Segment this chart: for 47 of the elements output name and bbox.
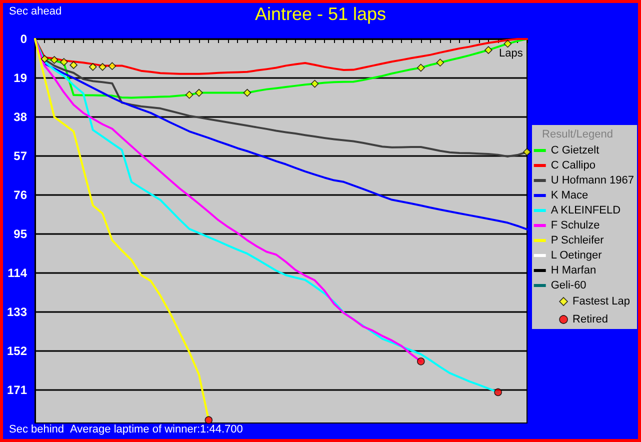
legend-label: H Marfan <box>550 264 596 276</box>
point <box>98 63 106 71</box>
y-tick-label: 38 <box>14 110 28 124</box>
legend-label: K Mace <box>550 190 588 202</box>
point <box>416 64 425 72</box>
point <box>60 58 68 66</box>
point <box>108 62 116 70</box>
legend-label: F Schulze <box>550 220 600 232</box>
point <box>70 61 78 69</box>
point <box>243 88 252 97</box>
point <box>416 357 425 366</box>
legend-label: Fastest Lap <box>572 296 630 308</box>
point <box>88 63 97 71</box>
point <box>40 55 49 63</box>
y-tick-label: 0 <box>20 32 28 46</box>
legend-label: C Gietzelt <box>550 144 600 156</box>
point <box>484 46 492 54</box>
point <box>523 148 531 156</box>
text: Sec behind <box>9 424 64 436</box>
point <box>204 416 213 424</box>
point <box>504 40 512 48</box>
legend-label: A KLEINFELD <box>550 204 621 216</box>
y-tick-label: 95 <box>14 227 28 242</box>
y-axis-title: Sec ahead <box>9 6 62 18</box>
y-tick-label: 19 <box>14 71 28 86</box>
legend-label: Retired <box>572 314 608 326</box>
legend-label: P Schleifer <box>550 234 604 246</box>
y-tick-label: 114 <box>8 266 28 280</box>
y-tick-label: 152 <box>6 344 28 358</box>
point <box>195 88 203 97</box>
text: Average laptime of winner:1:44.700 <box>70 424 243 436</box>
x-axis-title: Laps <box>499 48 524 60</box>
point <box>185 90 194 99</box>
y-tick-label: 76 <box>14 188 28 202</box>
legend-label: L Oetinger <box>550 250 602 262</box>
point <box>494 388 502 396</box>
legend-title: Result/Legend <box>542 128 614 140</box>
legend-label: U Hofmann 1967 <box>550 174 634 186</box>
chart-title: Aintree - 51 laps <box>254 4 386 24</box>
legend-label: C Callipo <box>550 160 596 172</box>
point <box>50 56 58 64</box>
point <box>436 58 444 67</box>
legend-label: Geli-60 <box>550 280 586 292</box>
y-tick-label: 171 <box>6 383 28 398</box>
point <box>310 80 319 88</box>
y-tick-label: 57 <box>14 149 28 164</box>
y-tick-label: 133 <box>6 305 28 320</box>
